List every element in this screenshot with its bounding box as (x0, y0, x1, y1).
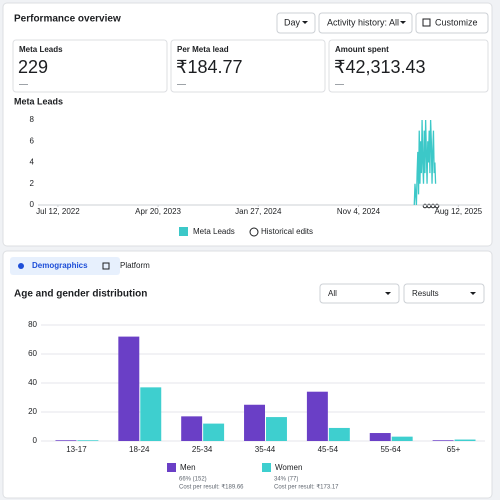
legend-cost: Cost per result: ₹189.66 (179, 484, 244, 491)
x-tick-label: 65+ (447, 445, 461, 454)
button-label: Customize (435, 17, 478, 27)
bar (306, 391, 328, 441)
bar (181, 416, 203, 441)
metric-value: 229 (18, 57, 48, 77)
metric-value: ₹184.77 (176, 57, 243, 77)
bar (391, 436, 413, 441)
x-tick-label: 45-54 (318, 445, 339, 454)
dropdown-label: Activity history: All (327, 17, 399, 27)
customize-button[interactable] (415, 12, 489, 34)
x-tick-label: Nov 4, 2024 (337, 207, 381, 216)
day-dropdown[interactable] (276, 12, 316, 34)
metric-card (170, 39, 326, 93)
icon (18, 263, 24, 269)
tab-label[interactable]: Platform (120, 261, 150, 270)
legend-share: 34% (77) (274, 477, 298, 483)
x-tick-label: Jan 27, 2024 (235, 207, 282, 216)
activity-dropdown[interactable] (318, 12, 413, 34)
x-tick-label: 55-64 (380, 445, 401, 454)
caret (470, 292, 476, 295)
y-tick-label: 80 (28, 320, 37, 329)
metric-value: ₹42,313.43 (334, 57, 426, 77)
legend-label: Historical edits (261, 227, 313, 236)
bar (55, 440, 77, 441)
metric-dropdown[interactable] (403, 283, 485, 304)
metric-sub: — (177, 78, 186, 88)
dropdown-label: Results (412, 289, 439, 298)
chart-title: Meta Leads (14, 96, 63, 106)
bar (454, 439, 476, 441)
y-tick-label: 6 (30, 136, 35, 145)
bar (369, 433, 391, 441)
metric-sub: — (335, 78, 344, 88)
x-tick-label: 25-34 (192, 445, 213, 454)
bar (140, 387, 162, 441)
legend-icon (249, 227, 259, 237)
x-tick-label: 35-44 (255, 445, 276, 454)
bar (203, 423, 225, 441)
tab-label: Demographics (32, 261, 88, 270)
filter-dropdown[interactable] (319, 283, 400, 304)
y-tick-label: 2 (30, 179, 35, 188)
caret (302, 21, 308, 24)
caret (385, 292, 391, 295)
legend-swatch (262, 463, 271, 472)
section-title: Age and gender distribution (14, 289, 147, 300)
x-tick-label: Apr 20, 2023 (135, 207, 181, 216)
bar (118, 336, 140, 441)
y-tick-label: 20 (28, 407, 37, 416)
y-tick-label: 40 (28, 378, 37, 387)
caret (400, 21, 406, 24)
legend-cost: Cost per result: ₹173.17 (274, 484, 339, 491)
y-tick-label: 8 (30, 115, 35, 124)
bar (77, 440, 99, 441)
legend-label: Men (180, 463, 196, 472)
bar (244, 404, 265, 441)
x-tick-label: 18-24 (129, 445, 150, 454)
legend-swatch (179, 227, 188, 236)
bar (328, 427, 350, 441)
dropdown-label: Day (284, 17, 301, 27)
icon (422, 18, 431, 27)
y-tick-label: 4 (30, 158, 35, 167)
metric-label: Per Meta lead (177, 45, 229, 54)
metric-label: Amount spent (335, 45, 389, 54)
legend-swatch (167, 463, 176, 472)
metric-label: Meta Leads (19, 45, 63, 54)
y-tick-label: 0 (33, 436, 38, 445)
legend-label: Women (275, 463, 302, 472)
bar (432, 440, 454, 441)
edit-markers (422, 203, 440, 209)
line-series (413, 119, 437, 206)
legend-label: Meta Leads (193, 227, 235, 236)
bar (266, 417, 287, 441)
y-tick-label: 0 (30, 200, 35, 209)
metric-card (12, 39, 168, 93)
metric-sub: — (19, 78, 28, 88)
legend-share: 66% (152) (179, 477, 207, 483)
x-tick-label: Jul 12, 2022 (36, 207, 80, 216)
x-tick-label: 13-17 (66, 445, 87, 454)
y-tick-label: 60 (28, 349, 37, 358)
dropdown-label: All (328, 289, 337, 298)
tab-active[interactable] (10, 257, 120, 275)
metric-card (328, 39, 489, 93)
x-tick-label: Aug 12, 2025 (435, 207, 483, 216)
page-title: Performance overview (14, 14, 121, 25)
icon (102, 262, 110, 270)
